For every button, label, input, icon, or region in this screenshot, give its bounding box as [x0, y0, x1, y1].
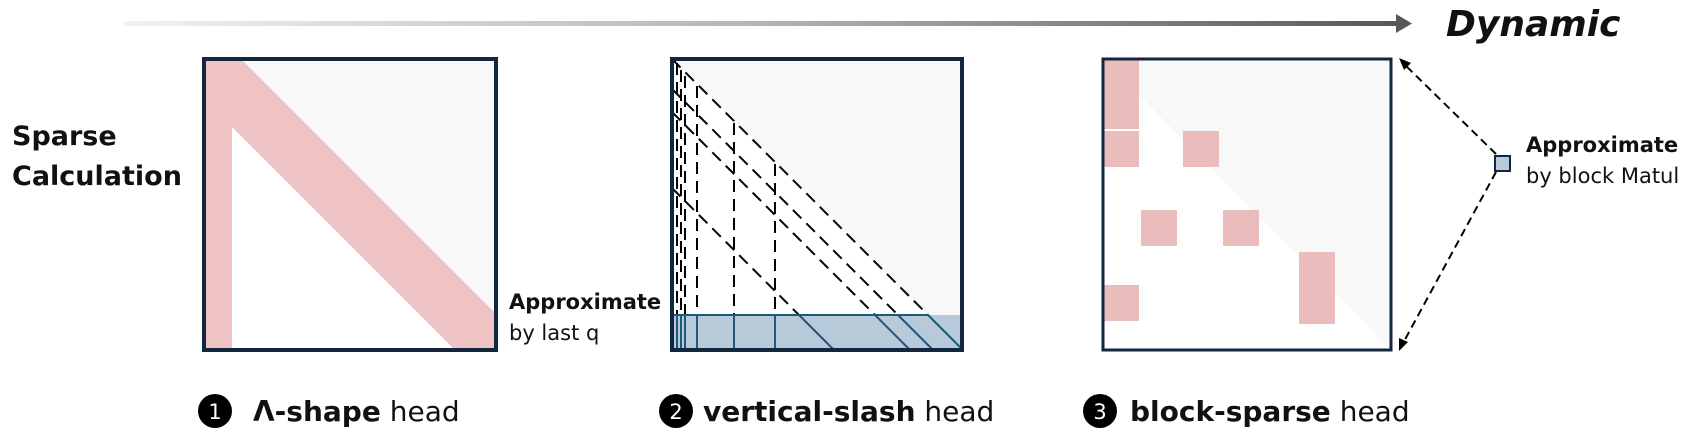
- block-2: [1103, 131, 1139, 167]
- block-1: [1103, 59, 1139, 129]
- vertical-slash-panel: [670, 57, 964, 352]
- caption-1-number: 1: [208, 400, 221, 424]
- panel2-annotation-bold: Approximate: [509, 290, 661, 314]
- last-q-slash-4: [798, 314, 835, 350]
- caption-3-text: block-sparse head: [1130, 395, 1410, 428]
- caption-2-number-badge: [659, 394, 693, 428]
- panel3-frame: [1101, 57, 1393, 352]
- callout-arrow-top: [1401, 61, 1497, 155]
- block-approximation-callout: [1399, 58, 1511, 351]
- block-3: [1183, 131, 1219, 167]
- block-7: [1103, 285, 1139, 321]
- block-sparse-panel: [1101, 57, 1393, 352]
- caption-2-number: 2: [669, 400, 682, 424]
- dynamic-arrow: [124, 14, 1412, 33]
- panel2-annotation-rest: by last q: [509, 321, 599, 345]
- caption-2-text: vertical-slash head: [703, 395, 994, 428]
- last-q-slash-1: [927, 314, 962, 350]
- caption-3: 3 block-sparse head: [1083, 394, 1410, 428]
- last-q-slash-3: [874, 314, 911, 350]
- caption-3-rest: head: [1331, 395, 1410, 428]
- caption-3-number-badge: [1083, 394, 1117, 428]
- callout-block-icon: [1494, 155, 1511, 172]
- caption-1-text: Λ-shape head: [253, 395, 460, 428]
- dynamic-label: Dynamic: [1446, 4, 1620, 45]
- caption-2-rest: head: [916, 395, 995, 428]
- panel2-dashed-lines: [672, 59, 962, 350]
- panel3-annotation-rest: by block Matul: [1526, 164, 1679, 188]
- slash-dash-4: [672, 187, 800, 316]
- caption-1-number-badge: [198, 394, 232, 428]
- last-q-slash-2: [897, 314, 934, 350]
- caption-3-bold: block-sparse: [1130, 395, 1331, 428]
- caption-3-number: 3: [1093, 400, 1106, 424]
- sparse-calculation-line2: Calculation: [12, 161, 182, 192]
- callout-arrowhead-top: [1399, 58, 1411, 70]
- block-6: [1299, 252, 1335, 324]
- panel3-annotation-bold: Approximate: [1526, 133, 1678, 157]
- sparse-calculation-line1: Sparse: [12, 121, 117, 152]
- panel1-local-band: [204, 59, 496, 350]
- caption-1-rest: head: [381, 395, 460, 428]
- caption-2-bold: vertical-slash: [703, 395, 916, 428]
- slash-dash-1: [672, 59, 929, 316]
- panel1-frame: [202, 57, 498, 352]
- lambda-shape-panel: [202, 57, 498, 352]
- block-5: [1223, 210, 1259, 246]
- caption-2: 2 vertical-slash head: [659, 394, 994, 428]
- block-4: [1141, 210, 1177, 246]
- caption-1-bold: Λ-shape: [253, 395, 381, 428]
- panel2-frame: [670, 57, 964, 352]
- callout-arrow-bottom: [1401, 171, 1497, 346]
- slash-dash-3: [672, 111, 876, 316]
- callout-arrowhead-bottom: [1399, 338, 1408, 351]
- caption-1: 1 Λ-shape head: [198, 394, 460, 428]
- slash-dash-2: [672, 88, 899, 316]
